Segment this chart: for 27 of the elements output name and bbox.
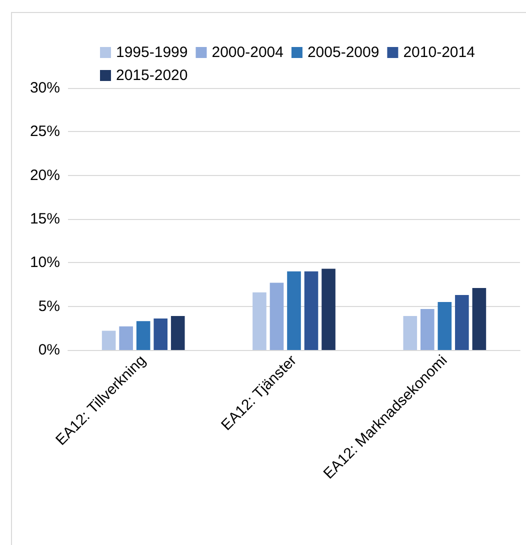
y-tick-label: 10%	[30, 254, 60, 272]
bar	[287, 271, 301, 350]
bar	[304, 271, 318, 350]
y-tick-label: 5%	[38, 298, 60, 315]
bar	[136, 321, 150, 350]
bar	[403, 316, 418, 350]
legend-label: 1995-1999	[116, 44, 188, 61]
bar	[455, 294, 469, 350]
legend-label: 2010-2014	[403, 44, 475, 61]
y-tick-label: 15%	[30, 210, 60, 228]
legend-label: 2005-2009	[307, 44, 380, 61]
bar	[420, 308, 434, 350]
bar	[438, 302, 452, 350]
bar	[102, 330, 116, 350]
y-tick-label: 30%	[30, 80, 60, 96]
bar	[170, 316, 185, 350]
bar	[322, 268, 336, 350]
bar	[472, 288, 486, 350]
legend-label: 2000-2004	[212, 44, 284, 61]
bar	[154, 318, 168, 350]
legend-label: 2015-2020	[116, 67, 188, 84]
bar	[252, 292, 266, 350]
y-tick-label: 20%	[30, 166, 60, 184]
y-tick-label: 25%	[30, 123, 60, 140]
bar	[119, 326, 133, 350]
bar	[270, 282, 284, 350]
y-tick-label: 0%	[38, 342, 60, 358]
